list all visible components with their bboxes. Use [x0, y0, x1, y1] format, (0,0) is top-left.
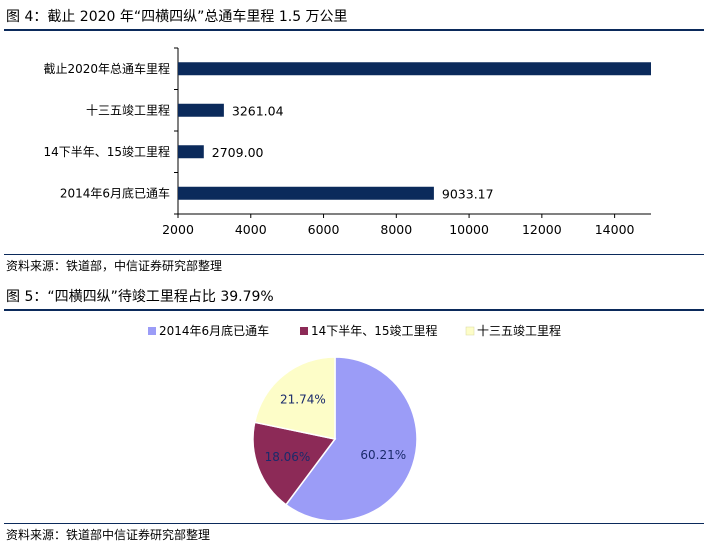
bar-data-label: 3261.04	[232, 103, 284, 118]
pie-value-label: 21.74%	[280, 393, 326, 407]
figure4-title-rule	[4, 29, 704, 31]
legend-label: 2014年6月底已通车	[159, 323, 269, 338]
legend-swatch	[300, 327, 308, 335]
category-label: 截止2020年总通车里程	[43, 61, 170, 76]
x-tick-label: 14000	[595, 222, 635, 237]
bar	[178, 145, 204, 159]
pie-chart: 2014年6月底已通车 14下半年、15竣工里程 十三五竣工里程 60.21% 18.0…	[148, 323, 561, 522]
pie-value-label: 60.21%	[360, 448, 406, 462]
x-tick-label: 8000	[380, 222, 412, 237]
pie-slice	[284, 356, 418, 522]
figure5-source: 资料来源：铁道部中信证券研究部整理	[6, 528, 211, 542]
bar-data-label: 9033.17	[442, 186, 494, 201]
figure4-source-rule	[4, 254, 704, 255]
bar	[178, 62, 651, 76]
pie-value-label: 18.06%	[265, 450, 311, 464]
bar	[178, 186, 434, 200]
figure4-title: 图 4：截止 2020 年“四横四纵”总通车里程 1.5 万公里	[6, 9, 348, 25]
legend-label: 十三五竣工里程	[477, 323, 561, 338]
figure5-title-rule	[4, 309, 704, 311]
x-tick-label: 4000	[235, 222, 267, 237]
x-tick-label: 10000	[449, 222, 489, 237]
legend-label: 14下半年、15竣工里程	[311, 323, 438, 338]
figure4-source: 资料来源：铁道部，中信证券研究部整理	[6, 259, 223, 273]
category-label: 14下半年、15竣工里程	[43, 144, 170, 159]
legend-swatch	[148, 327, 156, 335]
bar-data-label: 2709.00	[212, 145, 264, 160]
category-label: 十三五竣工里程	[86, 102, 170, 117]
figure5-source-rule	[4, 523, 704, 524]
pie-slice	[252, 421, 337, 506]
x-tick-label: 2000	[162, 222, 194, 237]
bar	[178, 103, 224, 117]
x-tick-label: 6000	[308, 222, 340, 237]
pie-slice	[253, 356, 336, 440]
figure5-title: 图 5：“四横四纵”待竣工里程占比 39.79%	[6, 289, 274, 305]
legend-swatch	[465, 326, 475, 336]
category-label: 2014年6月底已通车	[60, 185, 170, 200]
x-tick-label: 12000	[522, 222, 562, 237]
